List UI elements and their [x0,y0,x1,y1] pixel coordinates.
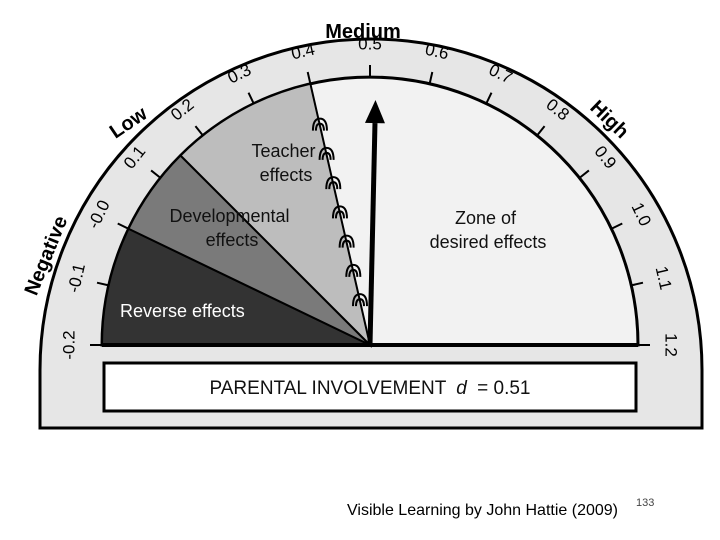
tick-mark [536,125,546,137]
tick-label: 1.1 [652,264,676,291]
tick-mark [150,169,162,179]
effect-size-barometer: -0.2-0.1-0.00.10.20.30.4 0.5 0.60.70.80.91… [21,21,704,430]
effect-size-needle [364,100,385,346]
spring-coil [338,234,355,248]
tick-label: -0.2 [59,330,78,359]
spring-coil [345,263,362,277]
spring-coil [311,117,328,131]
spring-coil [351,293,368,307]
effect-zones [100,82,372,349]
tick-mark [194,125,204,137]
tick-mark [428,71,434,84]
needle-arrowhead [364,100,385,124]
needle-shaft [367,122,378,346]
reverse-effects-zone [100,227,371,346]
tick-mark [631,281,644,287]
label-medium: Medium [325,21,401,43]
tick-mark [117,222,129,230]
hinge-spring [311,117,368,307]
tick-mark [247,92,255,104]
tick-mark [611,222,623,230]
tick-mark [96,281,109,287]
tick-label: 0.4 [289,40,316,64]
spring-coil [331,205,348,219]
slide-number: 133 [636,497,655,509]
tick-label: 0.5 [358,34,382,53]
result-box [102,361,638,413]
tick-mark [578,169,590,179]
developmental-effects-label: Developmental effects [169,206,294,250]
tick-label: 0.6 [423,40,450,64]
tick-mark [306,71,312,84]
spring-coil [325,176,342,190]
teacher-effects-label: Teacher effects [251,141,320,185]
desired-zone-label: Zone of desired effects [430,208,547,252]
tick-mark [485,92,493,104]
tick-label: 1.2 [662,333,681,357]
reverse-effects-label: Reverse effects [120,301,245,321]
source-caption: Visible Learning by John Hattie (2009) [347,502,618,519]
spring-coil [318,146,335,160]
result-label: PARENTAL INVOLVEMENT d = 0.51 [210,378,531,399]
